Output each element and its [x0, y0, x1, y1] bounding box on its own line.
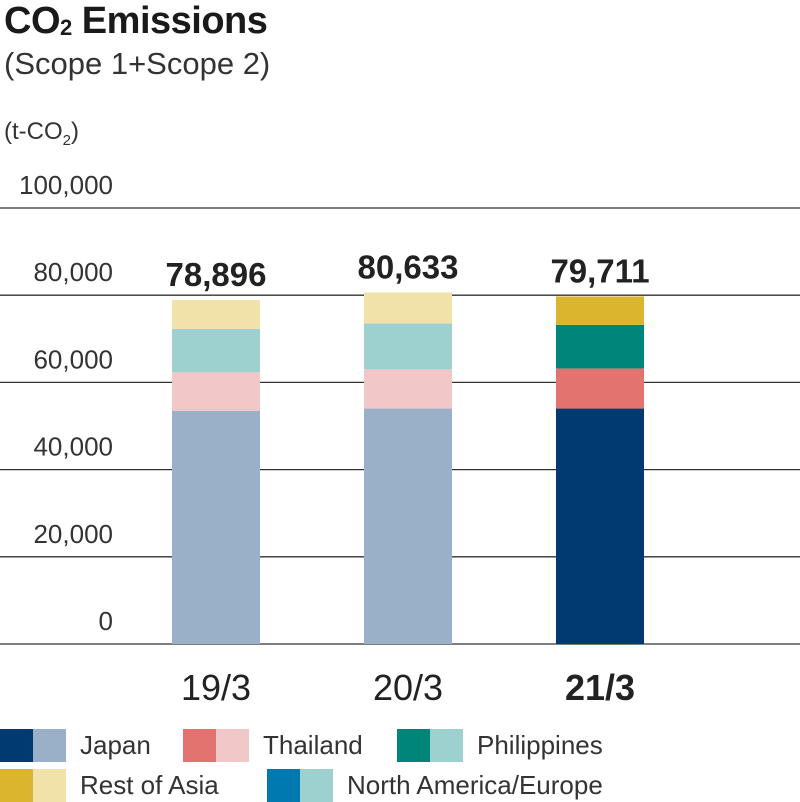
legend-label: North America/Europe — [347, 770, 603, 800]
bar-total-label: 80,633 — [358, 248, 459, 285]
co2-emissions-chart: 0 20,000 40,000 60,000 80,000 100,000 78,896 19… — [0, 170, 800, 708]
x-category-label: 21/3 — [565, 667, 635, 708]
legend-swatch-light — [430, 729, 463, 762]
legend-swatch-light — [33, 769, 66, 802]
y-tick-label: 60,000 — [33, 344, 113, 374]
legend-item-japan: Japan — [0, 729, 151, 762]
legend-label: Philippines — [477, 730, 603, 760]
bar-segment-rest-of-asia — [556, 296, 644, 325]
y-axis-unit: (t-CO2) — [4, 118, 79, 149]
bar-segment-thailand — [172, 372, 260, 411]
bar-segment-philippines — [556, 324, 644, 369]
bar-segment-philippines — [172, 328, 260, 373]
legend-swatch-dark — [397, 729, 430, 762]
y-tick-label: 100,000 — [19, 170, 113, 200]
legend-swatch-dark — [267, 769, 300, 802]
bar-segment-thailand — [364, 369, 452, 409]
x-category-label: 20/3 — [373, 667, 443, 708]
legend-swatch-light — [216, 729, 249, 762]
legend-label: Japan — [80, 730, 151, 760]
legend-label: Rest of Asia — [80, 770, 219, 800]
legend-swatch-dark — [183, 729, 216, 762]
legend-swatch-light — [33, 729, 66, 762]
bar-segment-japan — [556, 408, 644, 644]
legend-swatch-light — [300, 769, 333, 802]
y-tick-label: 80,000 — [33, 257, 113, 287]
bar-total-label: 79,711 — [550, 252, 649, 289]
bar-segment-japan — [172, 410, 260, 644]
chart-title: CO2 Emissions — [4, 0, 268, 42]
bar-segment-rest-of-asia — [172, 300, 260, 329]
legend-swatch-dark — [0, 729, 33, 762]
legend-item-rest-of-asia: Rest of Asia — [0, 769, 219, 802]
legend-swatch-dark — [0, 769, 33, 802]
legend-item-thailand: Thailand — [183, 729, 363, 762]
bar-segment-rest-of-asia — [364, 292, 452, 324]
bar-total-label: 78,896 — [166, 256, 267, 293]
y-tick-label: 20,000 — [33, 519, 113, 549]
bar-segment-philippines — [364, 323, 452, 370]
legend: Japan Thailand Philippines Rest of Asia … — [0, 725, 800, 802]
legend-item-philippines: Philippines — [397, 729, 603, 762]
y-tick-label: 0 — [99, 606, 113, 636]
bar-segment-thailand — [556, 368, 644, 409]
legend-label: Thailand — [263, 730, 363, 760]
bar-segment-japan — [364, 408, 452, 644]
x-category-label: 19/3 — [181, 667, 251, 708]
y-tick-label: 40,000 — [33, 432, 113, 462]
legend-item-north-america-europe: North America/Europe — [267, 769, 603, 802]
chart-subtitle: (Scope 1+Scope 2) — [4, 46, 271, 81]
